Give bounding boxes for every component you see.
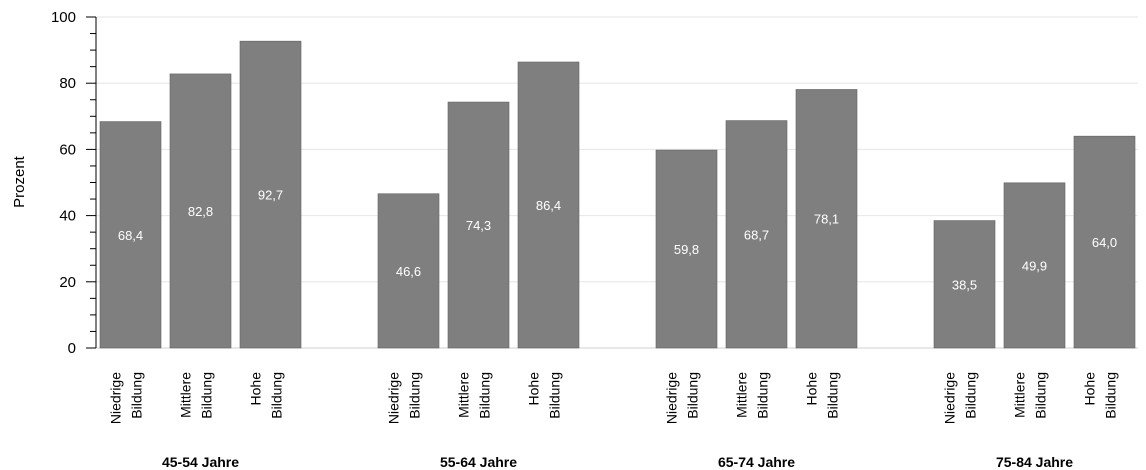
- category-label: Bildung: [1033, 372, 1049, 419]
- bar-value-label: 74,3: [466, 218, 491, 233]
- bar: [517, 61, 580, 349]
- bar-value-label: 78,1: [814, 212, 839, 227]
- y-tick-label: 0: [68, 340, 76, 357]
- category-label: Hohe: [804, 372, 820, 406]
- bar-value-label: 38,5: [952, 277, 977, 292]
- group-label: 75-84 Jahre: [996, 454, 1073, 470]
- bars: 68,4 82,8 92,7 46,6 74,3 86,4 59,8 68,7 78,1 38,5…: [99, 40, 1136, 349]
- category-label: Bildung: [407, 372, 423, 419]
- category-label: Niedrige: [386, 372, 402, 424]
- category-label: Mittlere: [734, 372, 750, 418]
- bar: [795, 89, 858, 349]
- category-label: Bildung: [269, 372, 285, 419]
- category-label: Bildung: [755, 372, 771, 419]
- x-axis-labels: Niedrige Bildung Mittlere Bildung Hohe Bildun…: [108, 372, 1119, 470]
- bar: [447, 101, 510, 349]
- y-tick-label: 100: [51, 9, 76, 26]
- y-tick-label: 60: [59, 141, 76, 158]
- bar-value-label: 82,8: [188, 204, 213, 219]
- bar: [99, 121, 162, 349]
- bar-value-label: 49,9: [1022, 258, 1047, 273]
- bar-value-label: 68,7: [744, 227, 769, 242]
- category-label: Hohe: [1082, 372, 1098, 406]
- bar: [725, 120, 788, 349]
- bar: [169, 73, 232, 349]
- category-label: Hohe: [248, 372, 264, 406]
- category-label: Niedrige: [664, 372, 680, 424]
- y-tick-label: 80: [59, 75, 76, 92]
- category-label: Niedrige: [942, 372, 958, 424]
- bar: [377, 193, 440, 349]
- category-label: Bildung: [477, 372, 493, 419]
- bar-value-label: 92,7: [258, 188, 283, 203]
- group-label: 45-54 Jahre: [162, 454, 239, 470]
- bar: [1003, 182, 1066, 349]
- category-label: Bildung: [963, 372, 979, 419]
- category-label: Bildung: [685, 372, 701, 419]
- bar-value-label: 46,6: [396, 264, 421, 279]
- category-label: Bildung: [1103, 372, 1119, 419]
- bar: [239, 40, 302, 349]
- y-tick-label: 20: [59, 274, 76, 291]
- y-tick-label: 40: [59, 208, 76, 225]
- category-label: Bildung: [129, 372, 145, 419]
- category-label: Bildung: [825, 372, 841, 419]
- category-label: Mittlere: [1012, 372, 1028, 418]
- bar-value-label: 64,0: [1092, 235, 1117, 250]
- bar-value-label: 86,4: [536, 198, 561, 213]
- bar-value-label: 59,8: [674, 242, 699, 257]
- bar: [1073, 135, 1136, 349]
- category-label: Mittlere: [178, 372, 194, 418]
- y-axis-label: Prozent: [11, 155, 28, 208]
- category-label: Niedrige: [108, 372, 124, 424]
- y-axis: 0 20 40 60 80 100: [51, 9, 97, 357]
- category-label: Bildung: [547, 372, 563, 419]
- group-label: 55-64 Jahre: [440, 454, 517, 470]
- category-label: Hohe: [526, 372, 542, 406]
- category-label: Bildung: [199, 372, 215, 419]
- group-label: 65-74 Jahre: [718, 454, 795, 470]
- bar: [933, 220, 996, 349]
- bar-value-label: 68,4: [118, 228, 143, 243]
- bar: [655, 149, 718, 349]
- category-label: Mittlere: [456, 372, 472, 418]
